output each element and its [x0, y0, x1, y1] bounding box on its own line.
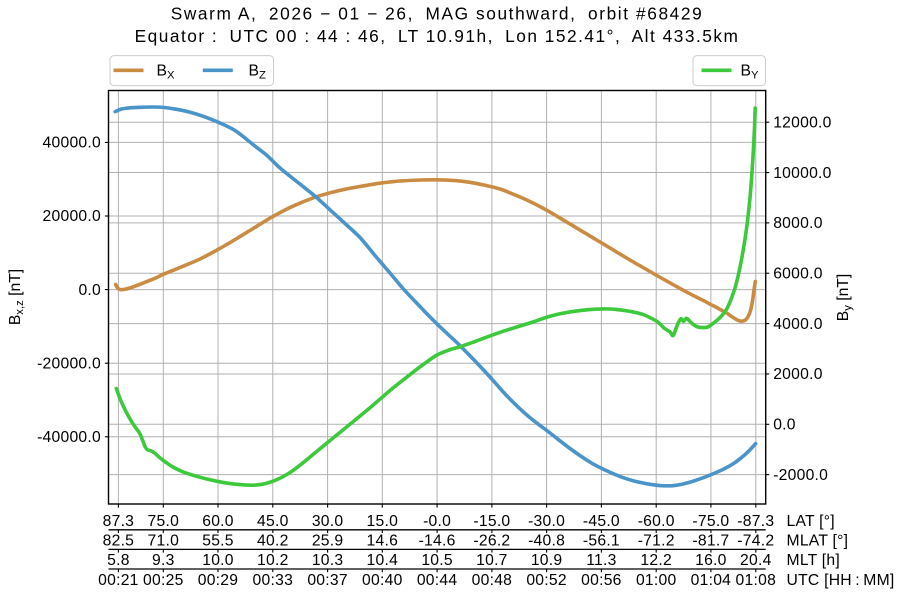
svg-text:87.3: 87.3: [103, 513, 135, 530]
svg-text:4000.0: 4000.0: [773, 316, 823, 333]
svg-text:00:33: 00:33: [253, 572, 294, 589]
svg-text:00:21: 00:21: [98, 572, 139, 589]
svg-text:-40.8: -40.8: [528, 533, 565, 550]
svg-text:9.3: 9.3: [152, 552, 175, 569]
svg-text:00:56: 00:56: [581, 572, 622, 589]
svg-text:2000.0: 2000.0: [773, 366, 823, 383]
svg-text:75.0: 75.0: [148, 513, 180, 530]
svg-text:10.3: 10.3: [312, 552, 344, 569]
svg-text:00:29: 00:29: [198, 572, 239, 589]
svg-text:6000.0: 6000.0: [773, 265, 823, 282]
svg-text:20000.0: 20000.0: [43, 208, 101, 225]
svg-text:-75.0: -75.0: [692, 513, 729, 530]
svg-text:82.5: 82.5: [103, 533, 135, 550]
svg-text:MLT [h]: MLT [h]: [787, 552, 840, 569]
svg-text:00:52: 00:52: [526, 572, 567, 589]
svg-text:-81.7: -81.7: [692, 533, 729, 550]
svg-text:01:00: 01:00: [636, 572, 677, 589]
svg-text:MLAT [°]: MLAT [°]: [787, 533, 849, 550]
svg-text:-74.2: -74.2: [737, 533, 774, 550]
svg-text:5.8: 5.8: [107, 552, 130, 569]
svg-text:10000.0: 10000.0: [773, 165, 831, 182]
svg-text:-60.0: -60.0: [638, 513, 675, 530]
svg-text:16.0: 16.0: [695, 552, 727, 569]
svg-text:-45.0: -45.0: [583, 513, 620, 530]
svg-text:25.9: 25.9: [312, 533, 344, 550]
svg-text:15.0: 15.0: [367, 513, 399, 530]
svg-text:30.0: 30.0: [312, 513, 344, 530]
svg-text:60.0: 60.0: [202, 513, 234, 530]
svg-text:0.0: 0.0: [773, 417, 796, 434]
svg-text:71.0: 71.0: [148, 533, 180, 550]
svg-text:12000.0: 12000.0: [773, 114, 831, 131]
svg-text:11.3: 11.3: [586, 552, 616, 569]
svg-text:-14.6: -14.6: [419, 533, 456, 550]
svg-text:55.5: 55.5: [202, 533, 234, 550]
svg-text:LAT [°]: LAT [°]: [787, 513, 835, 530]
svg-text:01:08: 01:08: [736, 572, 777, 589]
svg-text:-26.2: -26.2: [473, 533, 510, 550]
svg-text:-30.0: -30.0: [528, 513, 565, 530]
svg-text:10.9: 10.9: [531, 552, 563, 569]
svg-text:10.4: 10.4: [367, 552, 399, 569]
svg-text:-0.0: -0.0: [423, 513, 451, 530]
svg-text:00:37: 00:37: [307, 572, 348, 589]
svg-text:10.5: 10.5: [421, 552, 453, 569]
svg-text:00:40: 00:40: [362, 572, 403, 589]
svg-text:-2000.0: -2000.0: [773, 467, 828, 484]
svg-text:-87.3: -87.3: [737, 513, 774, 530]
svg-text:40000.0: 40000.0: [43, 135, 101, 152]
svg-text:-20000.0: -20000.0: [37, 355, 101, 372]
svg-text:00:48: 00:48: [472, 572, 513, 589]
svg-text:-40000.0: -40000.0: [37, 429, 101, 446]
svg-text:45.0: 45.0: [257, 513, 289, 530]
svg-text:12.2: 12.2: [640, 552, 672, 569]
svg-text:10.2: 10.2: [257, 552, 289, 569]
svg-text:-56.1: -56.1: [583, 533, 620, 550]
svg-text:-15.0: -15.0: [473, 513, 510, 530]
svg-text:Swarm A, 2026 − 01 − 26, MAG: Swarm A, 2026 − 01 − 26, MAG southward, …: [171, 3, 704, 23]
svg-text:Bx,z [nT]: Bx,z [nT]: [7, 269, 26, 325]
svg-text:10.7: 10.7: [476, 552, 508, 569]
svg-text:01:04: 01:04: [691, 572, 732, 589]
svg-text:By [nT]: By [nT]: [835, 274, 854, 322]
svg-text:-71.2: -71.2: [638, 533, 675, 550]
svg-text:UTC [HH : MM]: UTC [HH : MM]: [787, 572, 895, 589]
svg-text:8000.0: 8000.0: [773, 215, 823, 232]
svg-text:14.6: 14.6: [367, 533, 399, 550]
svg-text:0.0: 0.0: [78, 282, 101, 299]
svg-text:40.2: 40.2: [257, 533, 289, 550]
svg-text:00:44: 00:44: [417, 572, 458, 589]
svg-text:10.0: 10.0: [202, 552, 234, 569]
svg-text:00:25: 00:25: [143, 572, 184, 589]
svg-text:Equator : UTC 00 : 44 : 46,: Equator : UTC 00 : 44 : 46, LT 10.91h, L…: [135, 26, 740, 46]
svg-text:20.4: 20.4: [740, 552, 772, 569]
